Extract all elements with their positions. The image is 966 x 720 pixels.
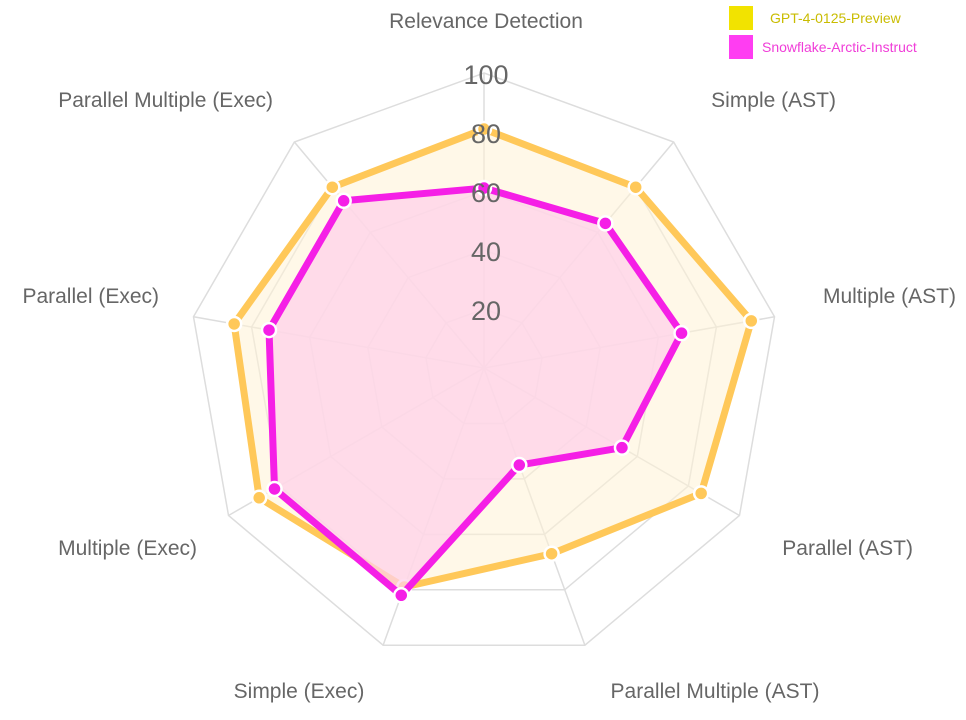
data-point[interactable] — [673, 324, 690, 342]
legend-item-1[interactable]: Snowflake-Arctic-Instruct — [729, 35, 917, 59]
axis-label: Multiple (Exec) — [58, 537, 197, 560]
series-1 — [260, 179, 690, 604]
data-point[interactable] — [627, 178, 644, 196]
tick-label: 60 — [471, 178, 501, 208]
data-point[interactable] — [475, 179, 493, 197]
radial-tick-labels: 20 40 60 80 100 — [463, 60, 508, 326]
axis-label: Relevance Detection — [389, 10, 583, 33]
data-point[interactable] — [393, 587, 410, 604]
data-point[interactable] — [260, 321, 278, 339]
data-point[interactable] — [250, 489, 268, 507]
axis-labels: Relevance Detection Simple (AST) Multiple … — [22, 10, 956, 703]
tick-label: 100 — [463, 60, 508, 90]
axis-label: Parallel Multiple (Exec) — [58, 89, 273, 112]
legend-label: Snowflake-Arctic-Instruct — [762, 39, 917, 55]
legend-item-0[interactable]: GPT-4-0125-Preview — [729, 6, 902, 30]
axis-label: Simple (Exec) — [234, 680, 365, 703]
tick-label: 40 — [471, 237, 501, 267]
data-point[interactable] — [225, 315, 243, 333]
grid-ring-100 — [192, 72, 776, 646]
tick-label: 20 — [471, 296, 501, 326]
axis-label: Simple (AST) — [711, 89, 836, 112]
axis-label: Multiple (AST) — [823, 285, 956, 308]
axis-label: Parallel (AST) — [782, 537, 913, 560]
series-line-1 — [265, 184, 686, 599]
legend-swatch — [729, 35, 753, 59]
legend[interactable]: GPT-4-0125-Preview Snowflake-Arctic-Instr… — [729, 6, 917, 59]
data-point[interactable] — [613, 439, 631, 456]
data-point[interactable] — [597, 215, 614, 232]
data-point[interactable] — [335, 192, 352, 210]
data-point[interactable] — [692, 485, 710, 502]
data-point[interactable] — [743, 312, 760, 330]
axis-label: Parallel (Exec) — [22, 285, 159, 308]
data-point[interactable] — [324, 178, 341, 196]
axis-label: Parallel Multiple (AST) — [611, 680, 820, 703]
data-point[interactable] — [543, 545, 560, 562]
legend-label: GPT-4-0125-Preview — [770, 10, 902, 26]
data-point[interactable] — [511, 456, 528, 474]
data-point[interactable] — [475, 120, 493, 138]
radar-series — [225, 120, 760, 604]
data-point[interactable] — [266, 480, 283, 498]
legend-swatch — [729, 6, 753, 30]
tick-label: 80 — [471, 119, 501, 149]
